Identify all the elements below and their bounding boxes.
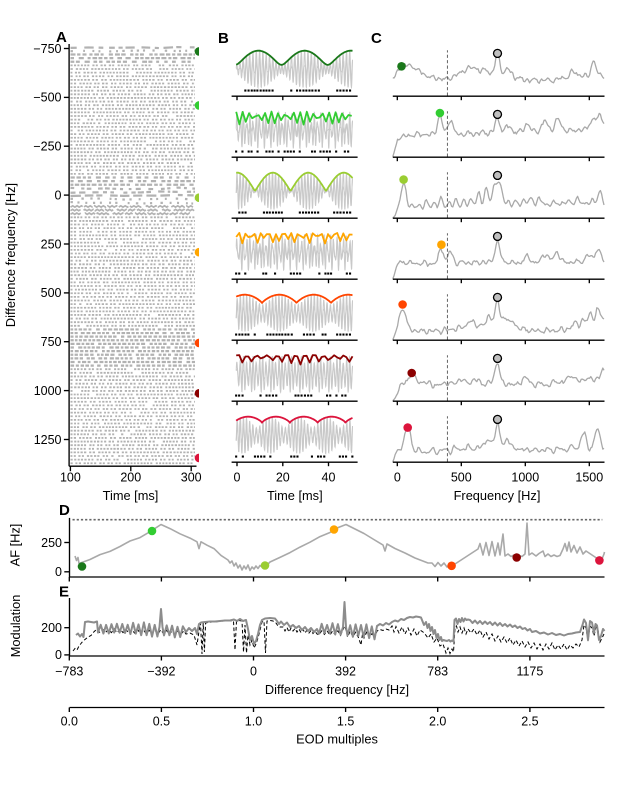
svg-text:0: 0 [394,471,401,485]
svg-text:1.0: 1.0 [245,715,262,729]
svg-text:100: 100 [60,471,81,485]
svg-text:1250: 1250 [34,433,62,447]
svg-text:0: 0 [55,648,62,662]
svg-text:1.5: 1.5 [337,715,354,729]
svg-text:−783: −783 [55,665,83,679]
svg-text:A: A [56,29,67,46]
svg-text:200: 200 [41,621,62,635]
svg-text:0: 0 [55,565,62,579]
svg-text:EOD multiples: EOD multiples [296,732,378,747]
svg-text:Difference frequency [Hz]: Difference frequency [Hz] [3,183,18,327]
svg-text:AF [Hz]: AF [Hz] [8,524,23,567]
svg-text:E: E [59,584,69,601]
svg-text:−250: −250 [33,140,61,154]
svg-text:2.5: 2.5 [521,715,538,729]
svg-text:−392: −392 [147,665,175,679]
svg-text:1175: 1175 [516,665,543,679]
svg-text:C: C [371,30,382,47]
svg-text:783: 783 [427,665,448,679]
svg-text:Frequency [Hz]: Frequency [Hz] [454,488,541,503]
svg-text:D: D [59,502,70,519]
svg-text:Modulation: Modulation [8,595,23,658]
svg-text:1500: 1500 [575,471,603,485]
svg-text:500: 500 [41,286,62,300]
svg-text:Time [ms]: Time [ms] [267,488,323,503]
svg-text:40: 40 [322,471,336,485]
svg-text:300: 300 [181,471,202,485]
svg-text:2.0: 2.0 [429,715,446,729]
svg-text:20: 20 [276,471,290,485]
svg-text:0: 0 [55,188,62,202]
svg-text:750: 750 [41,335,62,349]
svg-text:1000: 1000 [34,384,62,398]
svg-text:0: 0 [250,665,257,679]
svg-text:−500: −500 [33,91,61,105]
svg-text:0: 0 [234,471,241,485]
svg-text:0.0: 0.0 [61,715,78,729]
svg-text:−750: −750 [33,42,61,56]
svg-text:Difference frequency [Hz]: Difference frequency [Hz] [265,682,409,697]
svg-text:Time [ms]: Time [ms] [103,488,159,503]
svg-text:500: 500 [451,471,472,485]
svg-text:200: 200 [120,471,141,485]
svg-text:0.5: 0.5 [153,715,170,729]
svg-text:250: 250 [41,237,62,251]
svg-text:B: B [218,30,229,47]
svg-text:1000: 1000 [511,471,539,485]
svg-text:250: 250 [41,536,62,550]
svg-text:392: 392 [335,665,356,679]
